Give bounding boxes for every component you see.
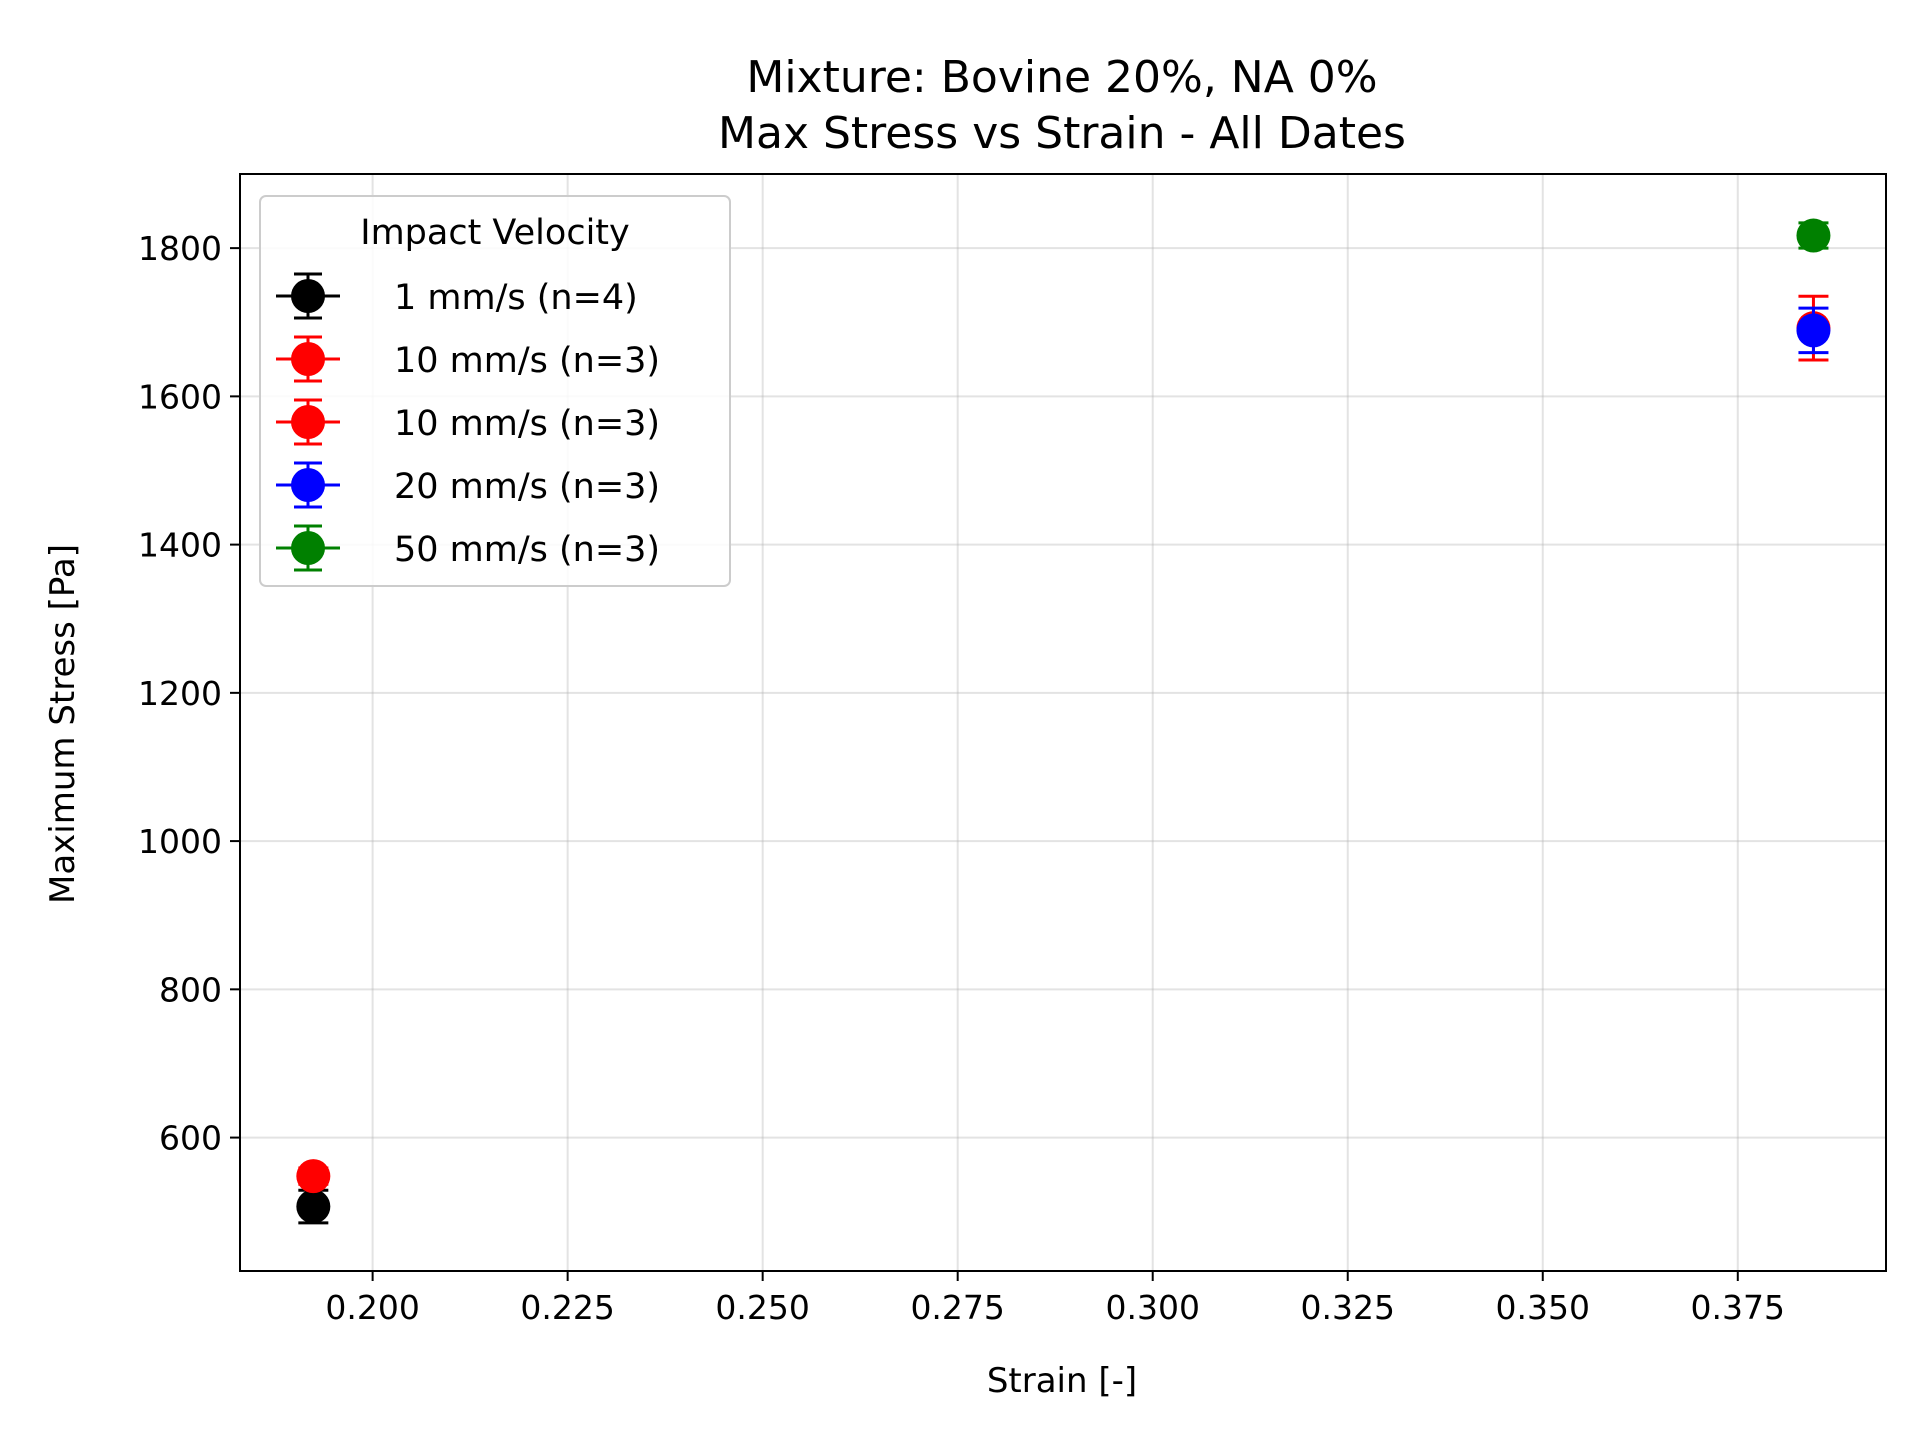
legend-entry: 50 mm/s (n=3): [276, 524, 660, 572]
plot-frame: [239, 173, 1887, 1272]
legend-entry: 20 mm/s (n=3): [276, 461, 660, 509]
x-tick-label: 0.350: [1496, 1288, 1590, 1327]
legend-marker: [291, 405, 325, 439]
legend-title: Impact Velocity: [360, 213, 629, 253]
legend-entry: 10 mm/s (n=3): [276, 398, 660, 446]
legend-entry: 1 mm/s (n=4): [276, 272, 638, 320]
x-tick-label: 0.200: [325, 1288, 419, 1327]
legend-marker: [291, 342, 325, 376]
marker: [1796, 218, 1831, 253]
legend: Impact Velocity 1 mm/s (n=4) 10 mm/s (n=3…: [259, 195, 731, 587]
y-tick-label: 600: [159, 1119, 222, 1158]
chart-title-line-2: Max Stress vs Strain - All Dates: [718, 108, 1406, 159]
y-axis-ticks: 600 800 1000 1200 1400 1600 1800: [138, 229, 240, 1158]
data-point: [1796, 306, 1831, 355]
y-tick-label: 1000: [138, 822, 222, 861]
legend-box: [259, 195, 731, 587]
legend-label: 50 mm/s (n=3): [394, 530, 660, 570]
legend-entry: 10 mm/s (n=3): [276, 335, 660, 383]
legend-marker: [291, 531, 325, 565]
marker: [296, 1159, 331, 1194]
legend-marker: [291, 468, 325, 502]
legend-label: 10 mm/s (n=3): [394, 404, 660, 444]
y-tick-label: 1600: [138, 377, 222, 416]
data-point: [296, 1159, 331, 1194]
marker: [296, 1189, 331, 1224]
x-tick-label: 0.250: [715, 1288, 809, 1327]
y-tick-label: 1800: [138, 229, 222, 268]
x-tick-label: 0.375: [1691, 1288, 1785, 1327]
legend-marker: [291, 279, 325, 313]
y-tick-label: 1200: [138, 674, 222, 713]
legend-label: 1 mm/s (n=4): [394, 278, 638, 318]
legend-label: 20 mm/s (n=3): [394, 467, 660, 507]
data-points: [296, 218, 1831, 1225]
x-tick-label: 0.300: [1105, 1288, 1199, 1327]
legend-entries: 1 mm/s (n=4) 10 mm/s (n=3) 10 mm/s (n=3) 20…: [276, 272, 660, 572]
x-axis-ticks: 0.200 0.225 0.250 0.275 0.300 0.325 0.350 0.375: [325, 1271, 1785, 1327]
x-tick-label: 0.225: [520, 1288, 614, 1327]
y-tick-label: 1400: [138, 526, 222, 565]
x-tick-label: 0.325: [1300, 1288, 1394, 1327]
x-tick-label: 0.275: [910, 1288, 1004, 1327]
legend-label: 10 mm/s (n=3): [394, 341, 660, 381]
data-point: [1796, 218, 1831, 253]
marker: [1796, 313, 1831, 348]
grid: [240, 174, 1886, 1271]
y-axis-label: Maximum Stress [Pa]: [43, 544, 83, 904]
chart-title-line-1: Mixture: Bovine 20%, NA 0%: [746, 52, 1377, 103]
data-point: [296, 1188, 331, 1225]
y-tick-label: 800: [159, 970, 222, 1009]
x-axis-label: Strain [-]: [987, 1361, 1137, 1401]
